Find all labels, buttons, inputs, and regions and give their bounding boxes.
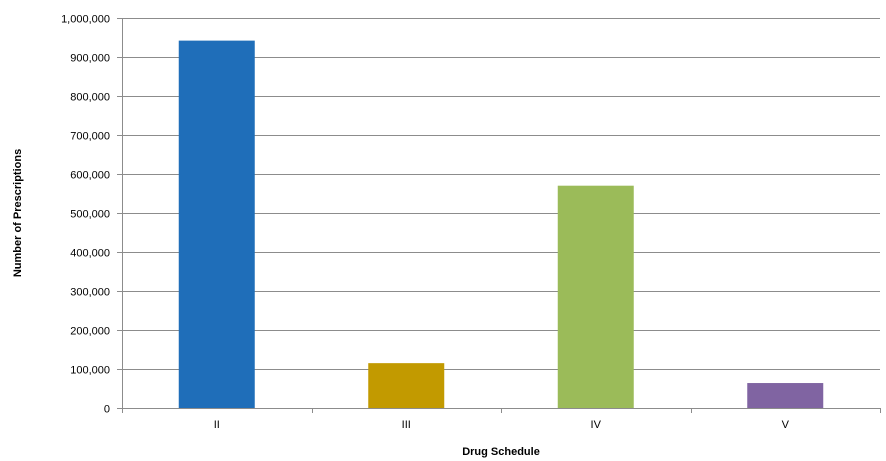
y-tick-label: 200,000 <box>70 326 110 338</box>
y-tick-label: 1,000,000 <box>61 14 110 26</box>
y-tick-label: 300,000 <box>70 287 110 299</box>
y-tick-label: 800,000 <box>70 92 110 104</box>
bar-III <box>368 363 445 408</box>
y-tick-label: 0 <box>104 404 110 416</box>
y-tick-label: 400,000 <box>70 248 110 260</box>
x-axis-title: Drug Schedule <box>462 446 540 458</box>
x-tick-label: IV <box>591 419 602 431</box>
y-tick-label: 500,000 <box>70 209 110 221</box>
x-tick-label: II <box>214 419 220 431</box>
bar-V <box>747 383 824 408</box>
y-tick-label: 900,000 <box>70 53 110 65</box>
bar-IV <box>557 185 634 408</box>
x-tick-label: III <box>402 419 411 431</box>
bar-II <box>178 40 255 409</box>
bars <box>178 40 824 409</box>
y-axis-title: Number of Prescriptions <box>12 149 24 277</box>
y-tick-labels: 0 100,000 200,000 300,000 400,000 500,000 600,… <box>61 14 110 416</box>
y-tick-label: 100,000 <box>70 365 110 377</box>
axes <box>117 18 881 413</box>
x-tick-label: V <box>782 419 790 431</box>
x-tick-labels: II III IV V <box>214 419 790 431</box>
y-tick-label: 700,000 <box>70 131 110 143</box>
y-tick-label: 600,000 <box>70 170 110 182</box>
